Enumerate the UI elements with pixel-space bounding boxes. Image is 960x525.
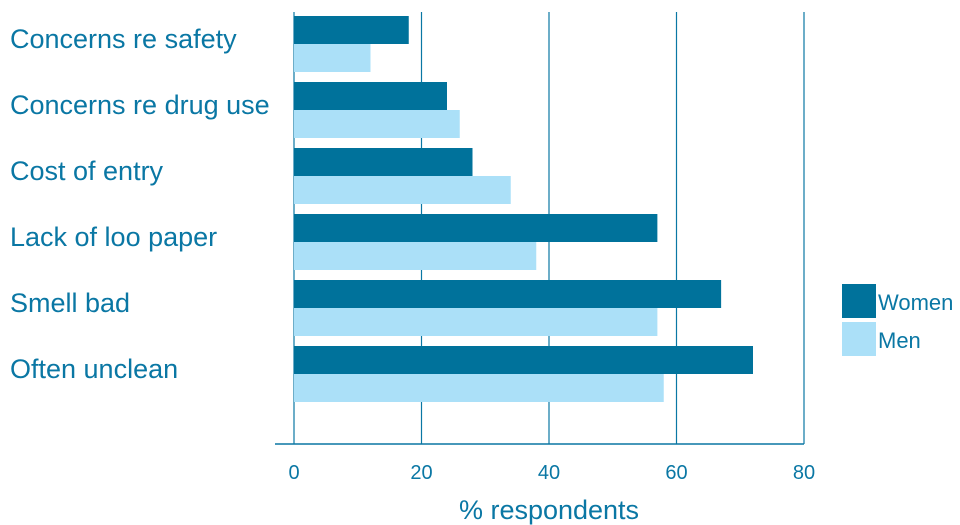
bar-men-1: [294, 110, 460, 138]
bar-women-5: [294, 346, 753, 374]
bar-women-2: [294, 148, 473, 176]
bar-men-3: [294, 242, 537, 270]
bar-women-3: [294, 214, 658, 242]
x-tick-label-0: 0: [288, 462, 299, 484]
bar-men-5: [294, 374, 664, 402]
legend: Women Men: [842, 284, 953, 356]
bar-women-1: [294, 82, 447, 110]
legend-swatch-men: [842, 322, 876, 356]
x-tick-label-80: 80: [793, 462, 815, 484]
bar-women-0: [294, 16, 409, 44]
category-label-4: Smell bad: [10, 288, 130, 318]
legend-label-men: Men: [878, 328, 921, 353]
category-label-1: Concerns re drug use: [10, 90, 270, 120]
category-label-5: Often unclean: [10, 354, 178, 384]
x-tick-label-20: 20: [410, 462, 432, 484]
x-axis: 0 20 40 60 80: [275, 443, 815, 484]
x-axis-title: % respondents: [459, 495, 639, 525]
category-labels: Concerns re safety Concerns re drug use Co…: [10, 24, 270, 384]
legend-label-women: Women: [878, 290, 953, 315]
x-tick-label-40: 40: [538, 462, 560, 484]
bar-women-4: [294, 280, 722, 308]
category-label-0: Concerns re safety: [10, 24, 237, 54]
category-label-2: Cost of entry: [10, 156, 164, 186]
bars: [294, 16, 753, 402]
category-label-3: Lack of loo paper: [10, 222, 217, 252]
legend-swatch-women: [842, 284, 876, 318]
bar-men-2: [294, 176, 511, 204]
bar-men-4: [294, 308, 658, 336]
x-tick-label-60: 60: [665, 462, 687, 484]
bar-men-0: [294, 44, 371, 72]
